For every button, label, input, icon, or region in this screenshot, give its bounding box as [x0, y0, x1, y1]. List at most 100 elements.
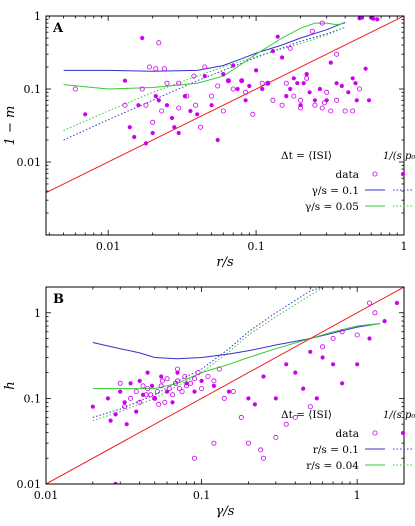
- chart-1-series-1-point: [301, 386, 306, 391]
- chart-0-series-1-point: [172, 125, 177, 130]
- chart-1-panel-label: B: [53, 292, 64, 307]
- chart-1-series-1-point: [108, 418, 113, 423]
- chart-0-series-0-point: [161, 66, 167, 72]
- chart-0-series-0-point: [319, 105, 325, 111]
- chart-1-series-1-point: [137, 378, 142, 383]
- chart-1-series-1-point: [211, 383, 216, 388]
- chart-1-series-1-point: [246, 396, 251, 401]
- chart-0-series-0-point: [209, 93, 215, 99]
- chart-1-series-0-point: [156, 401, 162, 407]
- chart-0-series-1-point: [304, 72, 309, 77]
- chart-1-series-0-point: [211, 378, 217, 384]
- chart-0-series-0-point: [287, 45, 293, 51]
- chart-1-legend-open-marker: [372, 430, 378, 436]
- chart-0-y-tick-label: 0.01: [17, 156, 42, 169]
- chart-0-series-0-point: [350, 108, 356, 114]
- chart-0-series-5-line: [63, 26, 346, 131]
- chart-0-series-0-point: [283, 80, 289, 86]
- chart-0-series-1-point: [371, 16, 376, 21]
- chart-0-series-0-point: [197, 124, 203, 130]
- chart-1-series-5-line: [92, 287, 323, 422]
- chart-0-series-1-point: [375, 17, 380, 22]
- chart-1-series-0-point: [191, 376, 197, 382]
- chart-0-y-tick-label: 0.1: [24, 83, 42, 96]
- chart-1-series-0-point: [372, 310, 378, 316]
- chart-0-series-0-point: [143, 102, 149, 108]
- chart-1-series-1-point: [90, 404, 95, 409]
- chart-1-series-0-point: [205, 373, 211, 379]
- chart-1-legend: Δt = ⟨ISI⟩ 1/(s p₀) data r/s = 0.1 r/s = 0.0…: [281, 409, 415, 472]
- chart-1-series-0-point: [154, 389, 160, 395]
- chart-0-series-0-point: [342, 108, 348, 114]
- chart-0-series-1-point: [284, 94, 289, 99]
- chart-1-x-axis-title: γ/s: [216, 504, 235, 519]
- chart-0-series-0-point: [243, 89, 249, 95]
- chart-0-series-0-point: [72, 86, 78, 92]
- chart-1-series-0-point: [330, 335, 336, 341]
- chart-0-series-0-point: [159, 108, 165, 114]
- chart-0-legend-filled-marker: [400, 171, 406, 177]
- chart-1-series-1-point: [355, 362, 360, 367]
- chart-1-series-2-line: [92, 323, 380, 360]
- chart-0-series-0-point: [328, 108, 334, 114]
- chart-0-series-0-point: [270, 97, 276, 103]
- chart-0-series-1-point: [317, 86, 322, 92]
- chart-0-legend-open-marker: [372, 171, 378, 177]
- chart-0-series-1-point: [243, 98, 248, 103]
- chart-1-series-1-point: [152, 396, 157, 401]
- chart-0-series-0-point: [319, 20, 325, 26]
- chart-0-panel-label: A: [52, 21, 64, 36]
- chart-1-series-0-point: [245, 440, 251, 446]
- chart-0-series-1-point: [324, 98, 329, 103]
- chart-0-series-1-point: [169, 115, 175, 121]
- chart-1-series-1-point: [118, 389, 123, 394]
- chart-0-series-1-point: [182, 94, 187, 99]
- chart-1-series-0-point: [162, 399, 168, 405]
- chart-1-series-0-point: [211, 440, 217, 446]
- chart-1-series-0-point: [174, 378, 180, 384]
- chart-1-series-0-point: [191, 455, 197, 461]
- chart-1-frame: [45, 286, 405, 485]
- chart-0-series-2-line: [63, 21, 346, 72]
- chart-0-series-0-point: [298, 97, 304, 103]
- chart-0-series-1-point: [328, 60, 333, 65]
- chart-0-series-1-point: [153, 94, 158, 99]
- chart-1-series-0-point: [182, 373, 188, 379]
- chart-1-legend-label: r/s = 0.1: [313, 444, 359, 456]
- chart-0-series-0-point: [304, 75, 310, 81]
- chart-0-series-1-point: [339, 83, 344, 89]
- chart-0-legend-header-left: Δt = ⟨ISI⟩: [281, 150, 332, 162]
- chart-0-series-0-point: [215, 83, 221, 89]
- chart-0-series-1-point: [195, 112, 200, 117]
- chart-1-series-1-point: [124, 422, 129, 427]
- chart-0-series-1-point: [366, 98, 372, 103]
- chart-1-series-1-point: [340, 381, 345, 386]
- chart-0-series-0-point: [153, 66, 159, 72]
- chart-1-series-0-point: [158, 383, 164, 389]
- chart-1-legend-header-left: Δt = ⟨ISI⟩: [281, 409, 332, 421]
- chart-1-series-1-point: [382, 319, 387, 324]
- chart-0-series-0-point: [122, 102, 128, 108]
- chart-1-series-6-line: [46, 287, 404, 484]
- chart-0-series-1-point: [156, 98, 161, 103]
- chart-0-series-1-point: [270, 49, 275, 54]
- chart-1-series-1-point: [394, 300, 399, 306]
- chart-0-series-1-point: [288, 86, 293, 92]
- chart-1-series-1-point: [128, 381, 133, 386]
- chart-0-series-1-point: [334, 81, 339, 86]
- chart-1-legend-label: r/s = 0.04: [306, 460, 359, 472]
- chart-1-series-0-point: [339, 329, 345, 335]
- chart-0-series-0-point: [193, 102, 199, 108]
- chart-1-series-1-point: [184, 381, 189, 386]
- chart-1-series-1-point: [165, 389, 170, 394]
- chart-0-series-0-point: [176, 80, 182, 86]
- chart-1-x-tick-label: 0.01: [34, 489, 59, 502]
- chart-0-series-0-point: [150, 119, 156, 125]
- chart-1-series-0-point: [169, 392, 175, 398]
- chart-0-series-0-point: [230, 86, 236, 92]
- chart-1-series-1-point: [226, 389, 232, 394]
- chart-1-series-1-point: [113, 412, 118, 417]
- chart-0-series-0-point: [176, 105, 182, 111]
- chart-1-series-1-point: [192, 389, 197, 394]
